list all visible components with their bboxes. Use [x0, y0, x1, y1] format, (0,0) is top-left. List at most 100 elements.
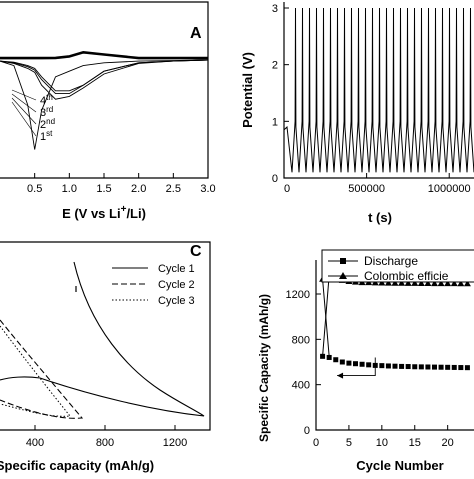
panel-d-discharge-point — [445, 364, 451, 370]
panel-a-x-label-tail: /Li) — [126, 206, 146, 221]
panel-c-x-ticks: 400 800 1200 — [26, 425, 187, 449]
panel-b-curve — [283, 7, 474, 173]
panel-a-x-label: E (V vs Li+/Li) — [62, 204, 146, 221]
panel-d-x-tick-label: 10 — [376, 437, 388, 449]
panel-c-legend-label: Cycle 1 — [158, 263, 195, 275]
panel-d-discharge-point — [326, 354, 332, 360]
panel-d-y-tick-label: 800 — [292, 334, 310, 346]
panel-a-x-tick-label: 1.5 — [96, 183, 111, 195]
panel-d-efficiency-point — [384, 279, 392, 286]
panel-d-discharge-point — [379, 363, 385, 369]
panel-d-arrow-head — [337, 372, 344, 379]
panel-d-legend-label: Colombic efficie — [364, 269, 449, 283]
panel-b-x-tick-label: 1000000 — [428, 183, 471, 195]
panel-a-x-label-main: E (V vs Li — [62, 206, 121, 221]
panel-d-y-label: Specific Capacity (mAh/g) — [257, 294, 271, 442]
panel-a-letter: A — [190, 25, 202, 42]
panel-d-x-tick-label: 0 — [313, 437, 319, 449]
panel-a-cv-cycle-oxidation — [0, 51, 208, 58]
panel-d-discharge-point — [366, 362, 372, 368]
panel-b-x-label: t (s) — [368, 210, 392, 225]
panel-a-x-tick-label: 3.0 — [200, 183, 215, 195]
panel-c-legend-label: Cycle 2 — [158, 279, 195, 291]
panel-a-cv-cycle-reduction — [0, 59, 209, 100]
panel-d-link-line — [322, 275, 330, 357]
panel-d-discharge-point — [359, 361, 365, 367]
panel-d-efficiency-point — [431, 280, 438, 287]
panel-b: 0 500000 1000000 0 1 2 3 t (s) Potential (V) — [240, 2, 474, 225]
panel-a-cycle-number: 2 — [40, 119, 46, 131]
panel-a-cycle-suffix: rd — [46, 105, 53, 114]
panel-c-x-tick-label: 1200 — [163, 437, 187, 449]
panel-a-cycle-number: 1 — [40, 131, 46, 143]
panel-d-efficiency-point — [463, 280, 471, 287]
panel-a-x-tick-label: 1.0 — [62, 183, 77, 195]
panel-a-cycle-label: 2nd — [40, 117, 55, 131]
panel-b-potential-line — [283, 7, 474, 173]
panel-d-legend-label: Discharge — [364, 254, 418, 268]
panel-d-discharge-point — [405, 364, 411, 370]
panel-d-legend-square-icon — [340, 258, 346, 264]
panel-c-letter: C — [190, 243, 202, 260]
panel-c-cycle-1-line — [0, 261, 205, 417]
panel-b-ticks: 0 500000 1000000 0 1 2 3 — [272, 3, 471, 195]
panel-d-efficiency-point — [437, 280, 445, 287]
panel-d-legend-triangle-icon — [339, 272, 347, 279]
panel-c-curves — [0, 261, 205, 419]
panel-d-discharge-point — [451, 364, 457, 370]
panel-d-arrow-line — [337, 357, 376, 377]
panel-c-cycle-2-line — [0, 319, 84, 419]
panel-b-y-tick-label: 0 — [272, 173, 278, 185]
panel-d-efficiency-point — [457, 280, 465, 287]
panel-a-cv-cycle-reduction — [0, 59, 209, 92]
panel-d-x-tick-label: 20 — [442, 437, 454, 449]
panel-c-legend-label: Cycle 3 — [158, 295, 195, 307]
panel-b-y-tick-label: 3 — [272, 3, 278, 15]
panel-c-x-tick-label: 400 — [26, 437, 44, 449]
panel-a-x-tick-label: 2.0 — [131, 183, 146, 195]
panel-b-y-label: Potential (V) — [240, 52, 255, 128]
panel-a-cycle-suffix: th — [46, 93, 53, 102]
panel-d-discharge-point — [412, 364, 418, 370]
panel-d-efficiency-point — [398, 279, 406, 286]
panel-a-cycle-number: 4 — [40, 95, 46, 107]
panel-d-discharge-point — [353, 361, 358, 367]
panel-a-cv-cycle-oxidation — [0, 52, 208, 60]
panel-d-discharge-point — [346, 360, 352, 366]
panel-c: C 400 800 1200 Cycle 1 Cycle 2 Cycle 3 Speci… — [0, 241, 211, 473]
panel-d-efficiency-point — [450, 280, 458, 287]
panel-d-discharge-point — [399, 363, 405, 369]
panel-a-cycle-number: 3 — [40, 107, 46, 119]
panel-d-discharge-point — [464, 365, 470, 371]
panel-d-discharge-point — [425, 364, 431, 370]
panel-d-y-tick-label: 1200 — [286, 289, 310, 301]
panel-d-discharge-point — [392, 363, 398, 369]
panel-c-cycle-3-line — [0, 325, 71, 417]
panel-a-curves — [0, 51, 209, 150]
panel-d-points — [319, 271, 471, 379]
panel-d-ticks: 0 5 10 15 20 0 400 800 1200 — [286, 289, 454, 449]
panel-d-y-tick-label: 400 — [292, 380, 310, 392]
panel-d-x-tick-label: 15 — [409, 437, 421, 449]
panel-d-y-tick-label: 0 — [304, 425, 310, 437]
panel-d-efficiency-point — [411, 279, 419, 286]
panel-a-cv-cycle-oxidation — [0, 51, 208, 59]
panel-b-x-tick-label: 500000 — [348, 183, 385, 195]
panel-d-discharge-point — [432, 364, 437, 370]
panel-a-cv-cycle-reduction — [0, 59, 209, 95]
panel-a-cycle-label: 1st — [40, 129, 53, 143]
panel-d-efficiency-point — [378, 279, 386, 286]
panel-a-x-tick-label: 0.5 — [27, 183, 42, 195]
panel-a-cv-cycle-reduction — [0, 59, 209, 150]
panel-c-legend: Cycle 1 Cycle 2 Cycle 3 — [112, 263, 195, 307]
panel-b-y-tick-label: 1 — [272, 116, 278, 128]
panel-a-x-ticks: 0.5 1.0 1.5 2.0 2.5 3.0 — [27, 173, 216, 195]
panel-d-discharge-point — [339, 359, 345, 365]
panel-a-cycle-suffix: st — [46, 129, 53, 138]
panel-d-discharge-point — [320, 353, 326, 359]
panel-c-x-tick-label: 800 — [96, 437, 114, 449]
